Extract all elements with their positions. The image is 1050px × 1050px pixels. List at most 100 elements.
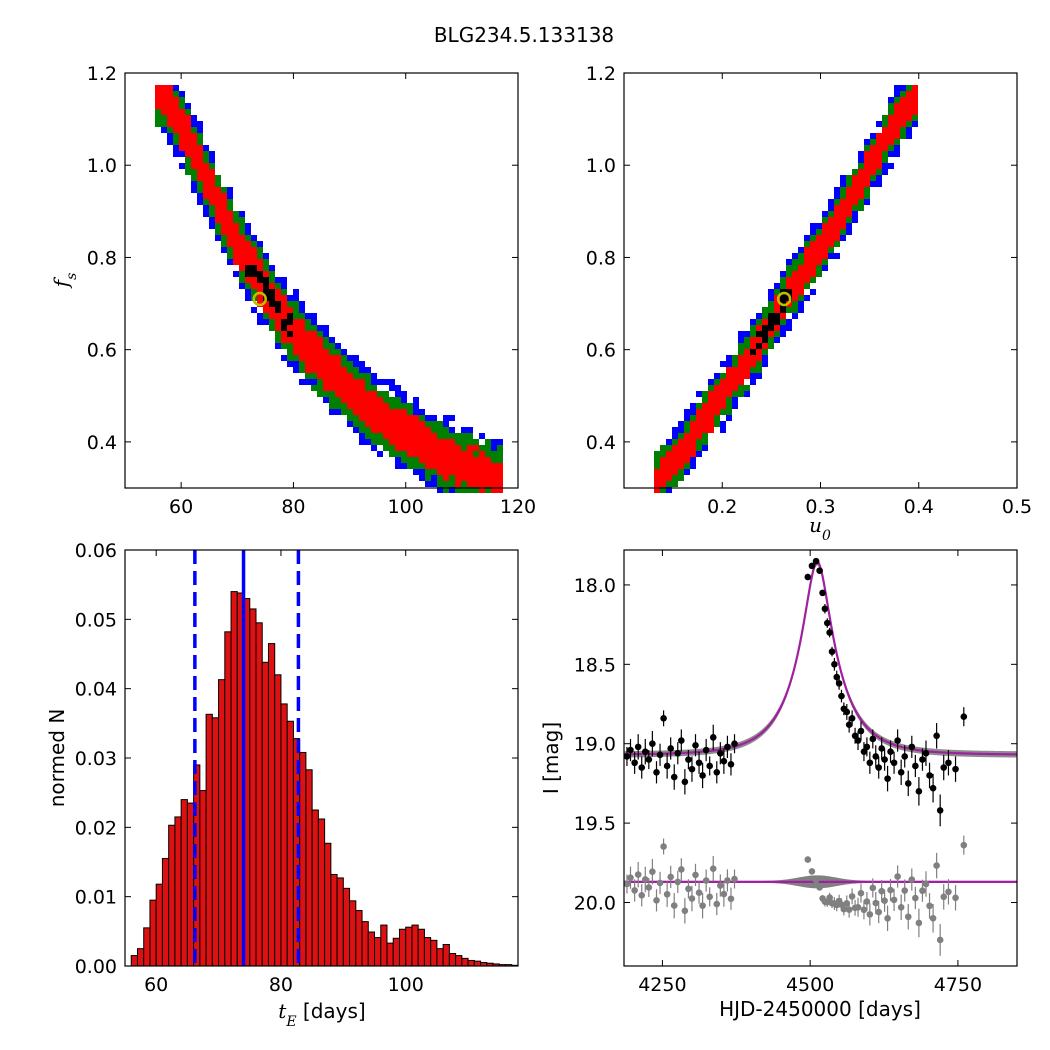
x-axis-label: tE [days] <box>278 999 365 1030</box>
residual-point <box>685 885 692 893</box>
blue-cell <box>191 181 197 187</box>
red-cell <box>714 391 720 397</box>
observations <box>624 557 968 827</box>
blue-cell <box>365 367 371 373</box>
green-cell <box>413 463 419 469</box>
y-tick-label: 1.0 <box>586 155 616 177</box>
blue-cell <box>209 157 215 163</box>
green-cell <box>395 451 401 457</box>
blue-cell <box>840 175 846 181</box>
best-cell <box>756 331 762 337</box>
green-cell <box>359 427 365 433</box>
green-cell <box>750 331 756 337</box>
red-cell <box>275 313 281 319</box>
red-cell <box>401 433 407 439</box>
red-cell <box>816 235 822 241</box>
red-cell <box>443 475 449 481</box>
green-cell <box>672 481 678 487</box>
red-cell <box>461 469 467 475</box>
blue-cell <box>311 319 317 325</box>
red-cell <box>239 241 245 247</box>
data-point <box>823 619 831 627</box>
blue-cell <box>810 223 816 229</box>
red-cell <box>371 397 377 403</box>
red-cell <box>239 253 245 259</box>
green-cell <box>293 301 299 307</box>
red-cell <box>317 367 323 373</box>
red-cell <box>449 457 455 463</box>
blue-cell <box>221 247 227 253</box>
histogram-bar <box>286 720 294 967</box>
red-cell <box>467 475 473 481</box>
red-cell <box>245 247 251 253</box>
residual-point <box>706 893 713 901</box>
green-cell <box>804 283 810 289</box>
green-cell <box>419 463 425 469</box>
blue-cell <box>684 409 690 415</box>
red-cell <box>329 355 335 361</box>
blue-cell <box>858 151 864 157</box>
red-cell <box>792 283 798 289</box>
green-cell <box>738 343 744 349</box>
red-cell <box>401 415 407 421</box>
u0-fs-heatmap-panel: 0.2 0.3 0.4 0.5 0.4 0.6 0.8 1.0 1.2 u0 <box>586 63 1032 544</box>
green-cell <box>455 439 461 445</box>
red-cell <box>383 427 389 433</box>
red-cell <box>215 217 221 223</box>
blue-cell <box>257 319 263 325</box>
red-cell <box>804 277 810 283</box>
data-point <box>688 765 696 773</box>
red-cell <box>876 151 882 157</box>
red-cell <box>696 409 702 415</box>
residual-point <box>845 906 853 913</box>
data-point <box>678 737 685 744</box>
data-point <box>641 748 649 755</box>
red-cell <box>738 361 744 367</box>
green-cell <box>215 223 221 229</box>
red-cell <box>816 247 822 253</box>
red-cell <box>185 121 191 127</box>
red-cell <box>173 115 179 121</box>
red-cell <box>840 217 846 223</box>
histogram-bar <box>299 751 307 967</box>
blue-cell <box>437 487 443 493</box>
red-cell <box>455 481 461 487</box>
green-cell <box>461 481 467 487</box>
red-cell <box>828 223 834 229</box>
blue-cell <box>431 415 437 421</box>
green-cell <box>473 451 479 457</box>
data-point <box>804 573 812 581</box>
green-cell <box>497 451 503 457</box>
best-cell <box>257 277 263 283</box>
red-cell <box>672 469 678 475</box>
data-point <box>908 743 916 751</box>
histogram-bar <box>461 957 469 967</box>
data-point <box>866 759 874 767</box>
blue-cell <box>690 409 696 415</box>
residual-point <box>681 907 689 915</box>
green-cell <box>744 343 750 349</box>
histogram-bar <box>155 883 163 967</box>
green-cell <box>702 391 708 397</box>
red-cell <box>161 103 167 109</box>
residual-point <box>919 887 926 895</box>
red-cell <box>359 409 365 415</box>
red-cell <box>401 439 407 445</box>
red-cell <box>660 463 666 469</box>
red-cell <box>744 373 750 379</box>
red-cell <box>473 457 479 463</box>
blue-cell <box>413 409 419 415</box>
red-cell <box>479 457 485 463</box>
green-cell <box>726 397 732 403</box>
red-cell <box>479 469 485 475</box>
red-cell <box>876 133 882 139</box>
red-cell <box>347 391 353 397</box>
blue-cell <box>720 421 726 427</box>
residual-point <box>695 889 703 896</box>
red-cell <box>179 139 185 145</box>
red-cell <box>227 241 233 247</box>
red-cell <box>173 121 179 127</box>
red-cell <box>179 133 185 139</box>
residual-point <box>812 876 820 884</box>
red-cell <box>335 373 341 379</box>
